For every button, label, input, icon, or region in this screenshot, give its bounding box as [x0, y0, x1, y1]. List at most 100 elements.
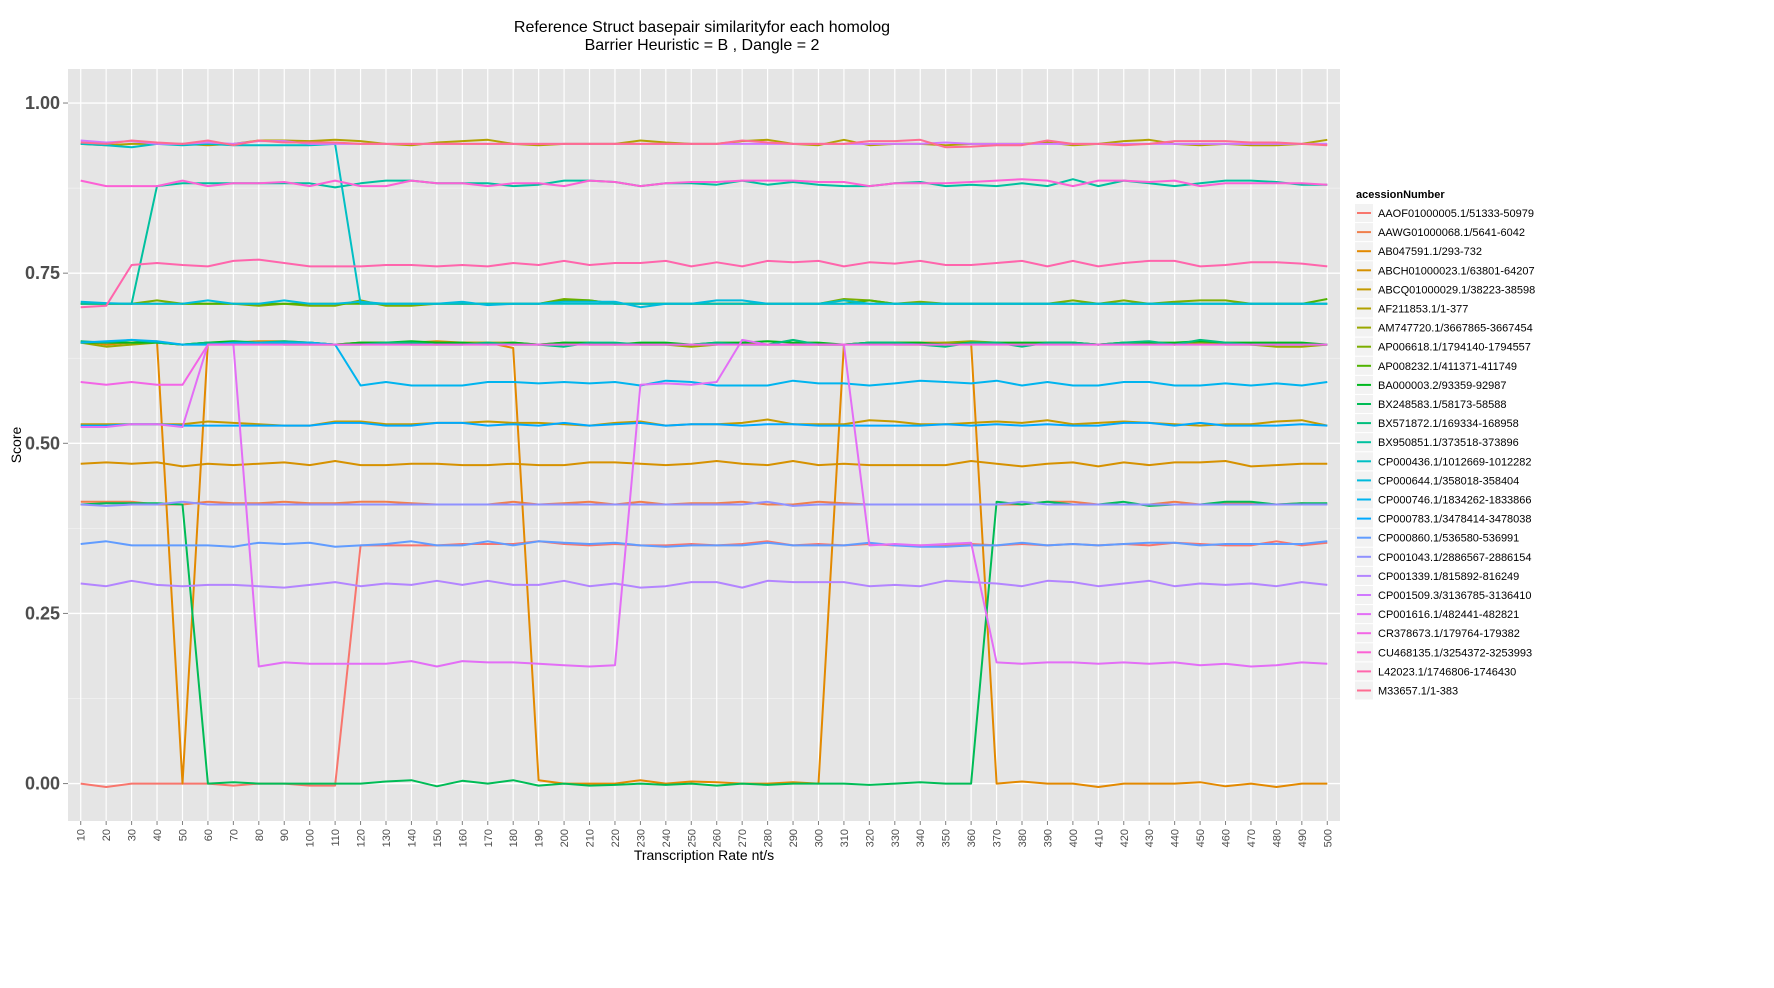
legend-label: ABCQ01000029.1/38223-38598 — [1378, 284, 1535, 296]
x-tick-label: 180 — [508, 829, 520, 847]
legend-label: AF211853.1/1-377 — [1378, 304, 1468, 316]
legend-label: AAWG01000068.1/5641-6042 — [1378, 227, 1525, 239]
x-tick-label: 370 — [992, 829, 1004, 847]
chart-subtitle: Barrier Heuristic = B , Dangle = 2 — [585, 37, 820, 54]
legend-label: AAOF01000005.1/51333-50979 — [1378, 208, 1534, 220]
legend-label: BX571872.1/169334-168958 — [1378, 418, 1519, 430]
legend-label: AB047591.1/293-732 — [1378, 246, 1482, 258]
x-tick-label: 350 — [941, 829, 953, 847]
x-tick-labels: 10 20 30 40 50 60 70 80 90 100 110 120 130 140 150 160 1… — [76, 821, 1334, 847]
series-lines — [80, 138, 1328, 788]
x-tick-label: 80 — [254, 829, 266, 841]
series-line — [80, 460, 1328, 468]
legend-label: BX248583.1/58173-58588 — [1378, 399, 1506, 411]
x-tick-label: 200 — [559, 829, 571, 847]
x-tick-label: 40 — [152, 829, 164, 841]
series-line — [80, 500, 1328, 507]
series-line — [80, 138, 1328, 149]
y-tick-labels: 0.00 0.25 0.50 0.75 1.00 — [25, 93, 68, 794]
x-tick-label: 120 — [356, 829, 368, 847]
x-tick-label: 480 — [1271, 829, 1283, 847]
x-tick-label: 340 — [915, 829, 927, 847]
legend-label: L42023.1/1746806-1746430 — [1378, 666, 1516, 678]
series-line — [80, 258, 1328, 309]
x-tick-label: 270 — [737, 829, 749, 847]
legend-label: CP000860.1/536580-536991 — [1378, 533, 1519, 545]
x-tick-label: 380 — [1017, 829, 1029, 847]
x-tick-label: 490 — [1297, 829, 1309, 847]
series-line — [80, 338, 1328, 668]
x-tick-label: 150 — [432, 829, 444, 847]
y-axis-label: Score — [8, 427, 24, 464]
x-tick-label: 50 — [177, 829, 189, 841]
x-tick-label: 190 — [534, 829, 546, 847]
x-tick-label: 290 — [788, 829, 800, 847]
x-tick-label: 280 — [763, 829, 775, 847]
x-tick-label: 20 — [101, 829, 113, 841]
legend-label: CP001509.3/3136785-3136410 — [1378, 590, 1532, 602]
y-tick-label: 0.75 — [25, 263, 60, 283]
x-tick-label: 390 — [1042, 829, 1054, 847]
legend-label: CP000644.1/358018-358404 — [1378, 475, 1519, 487]
x-tick-label: 430 — [1144, 829, 1156, 847]
series-line — [80, 579, 1328, 589]
x-tick-label: 410 — [1093, 829, 1105, 847]
x-tick-label: 470 — [1246, 829, 1258, 847]
legend-label: BA000003.2/93359-92987 — [1378, 380, 1506, 392]
x-tick-label: 220 — [610, 829, 622, 847]
legend-label: CP000746.1/1834262-1833866 — [1378, 495, 1532, 507]
legend-label: CP001339.1/815892-816249 — [1378, 571, 1519, 583]
x-tick-label: 450 — [1195, 829, 1207, 847]
x-tick-label: 500 — [1322, 829, 1334, 847]
y-tick-label: 0.50 — [25, 433, 60, 453]
series-line — [80, 540, 1328, 548]
x-tick-label: 240 — [661, 829, 673, 847]
x-tick-label: 400 — [1068, 829, 1080, 847]
x-tick-label: 440 — [1170, 829, 1182, 847]
y-tick-label: 0.25 — [25, 603, 60, 623]
legend: AAOF01000005.1/51333-50979 AAWG01000068.1… — [1355, 204, 1535, 700]
legend-label: CU468135.1/3254372-3253993 — [1378, 647, 1532, 659]
chart-title: Reference Struct basepair similarityfor … — [514, 19, 890, 36]
x-tick-label: 140 — [406, 829, 418, 847]
x-tick-label: 260 — [712, 829, 724, 847]
series-line — [80, 178, 1328, 188]
series-line — [80, 343, 1328, 386]
legend-label: AP006618.1/1794140-1794557 — [1378, 342, 1531, 354]
legend-label: BX950851.1/373518-373896 — [1378, 437, 1519, 449]
x-tick-label: 250 — [686, 829, 698, 847]
x-tick-label: 330 — [890, 829, 902, 847]
x-tick-label: 70 — [228, 829, 240, 841]
series-line — [80, 500, 1328, 788]
series-line — [80, 421, 1328, 427]
x-tick-label: 360 — [966, 829, 978, 847]
legend-label: CP001616.1/482441-482821 — [1378, 609, 1519, 621]
x-tick-label: 160 — [457, 829, 469, 847]
legend-label: M33657.1/1-383 — [1378, 686, 1458, 698]
legend-label: CP000783.1/3478414-3478038 — [1378, 514, 1532, 526]
legend-label: CP000436.1/1012669-1012282 — [1378, 456, 1532, 468]
x-tick-label: 30 — [127, 829, 139, 841]
legend-label: CP001043.1/2886567-2886154 — [1378, 552, 1532, 564]
grid-lines — [68, 69, 1340, 821]
x-tick-label: 170 — [483, 829, 495, 847]
x-tick-label: 420 — [1119, 829, 1131, 847]
y-tick-label: 0.00 — [25, 774, 60, 794]
x-tick-label: 90 — [279, 829, 291, 841]
x-tick-label: 460 — [1221, 829, 1233, 847]
x-tick-label: 130 — [381, 829, 393, 847]
x-tick-label: 310 — [839, 829, 851, 847]
x-tick-label: 100 — [305, 829, 317, 847]
legend-label: ABCH01000023.1/63801-64207 — [1378, 265, 1535, 277]
legend-title: acessionNumber — [1356, 189, 1445, 201]
x-tick-label: 320 — [864, 829, 876, 847]
legend-label: CR378673.1/179764-179382 — [1378, 628, 1520, 640]
x-tick-label: 210 — [585, 829, 597, 847]
plot-panel — [68, 69, 1340, 821]
x-tick-label: 230 — [635, 829, 647, 847]
x-tick-label: 10 — [76, 829, 88, 841]
legend-label: AM747720.1/3667865-3667454 — [1378, 323, 1533, 335]
x-tick-label: 60 — [203, 829, 215, 841]
x-tick-label: 300 — [813, 829, 825, 847]
